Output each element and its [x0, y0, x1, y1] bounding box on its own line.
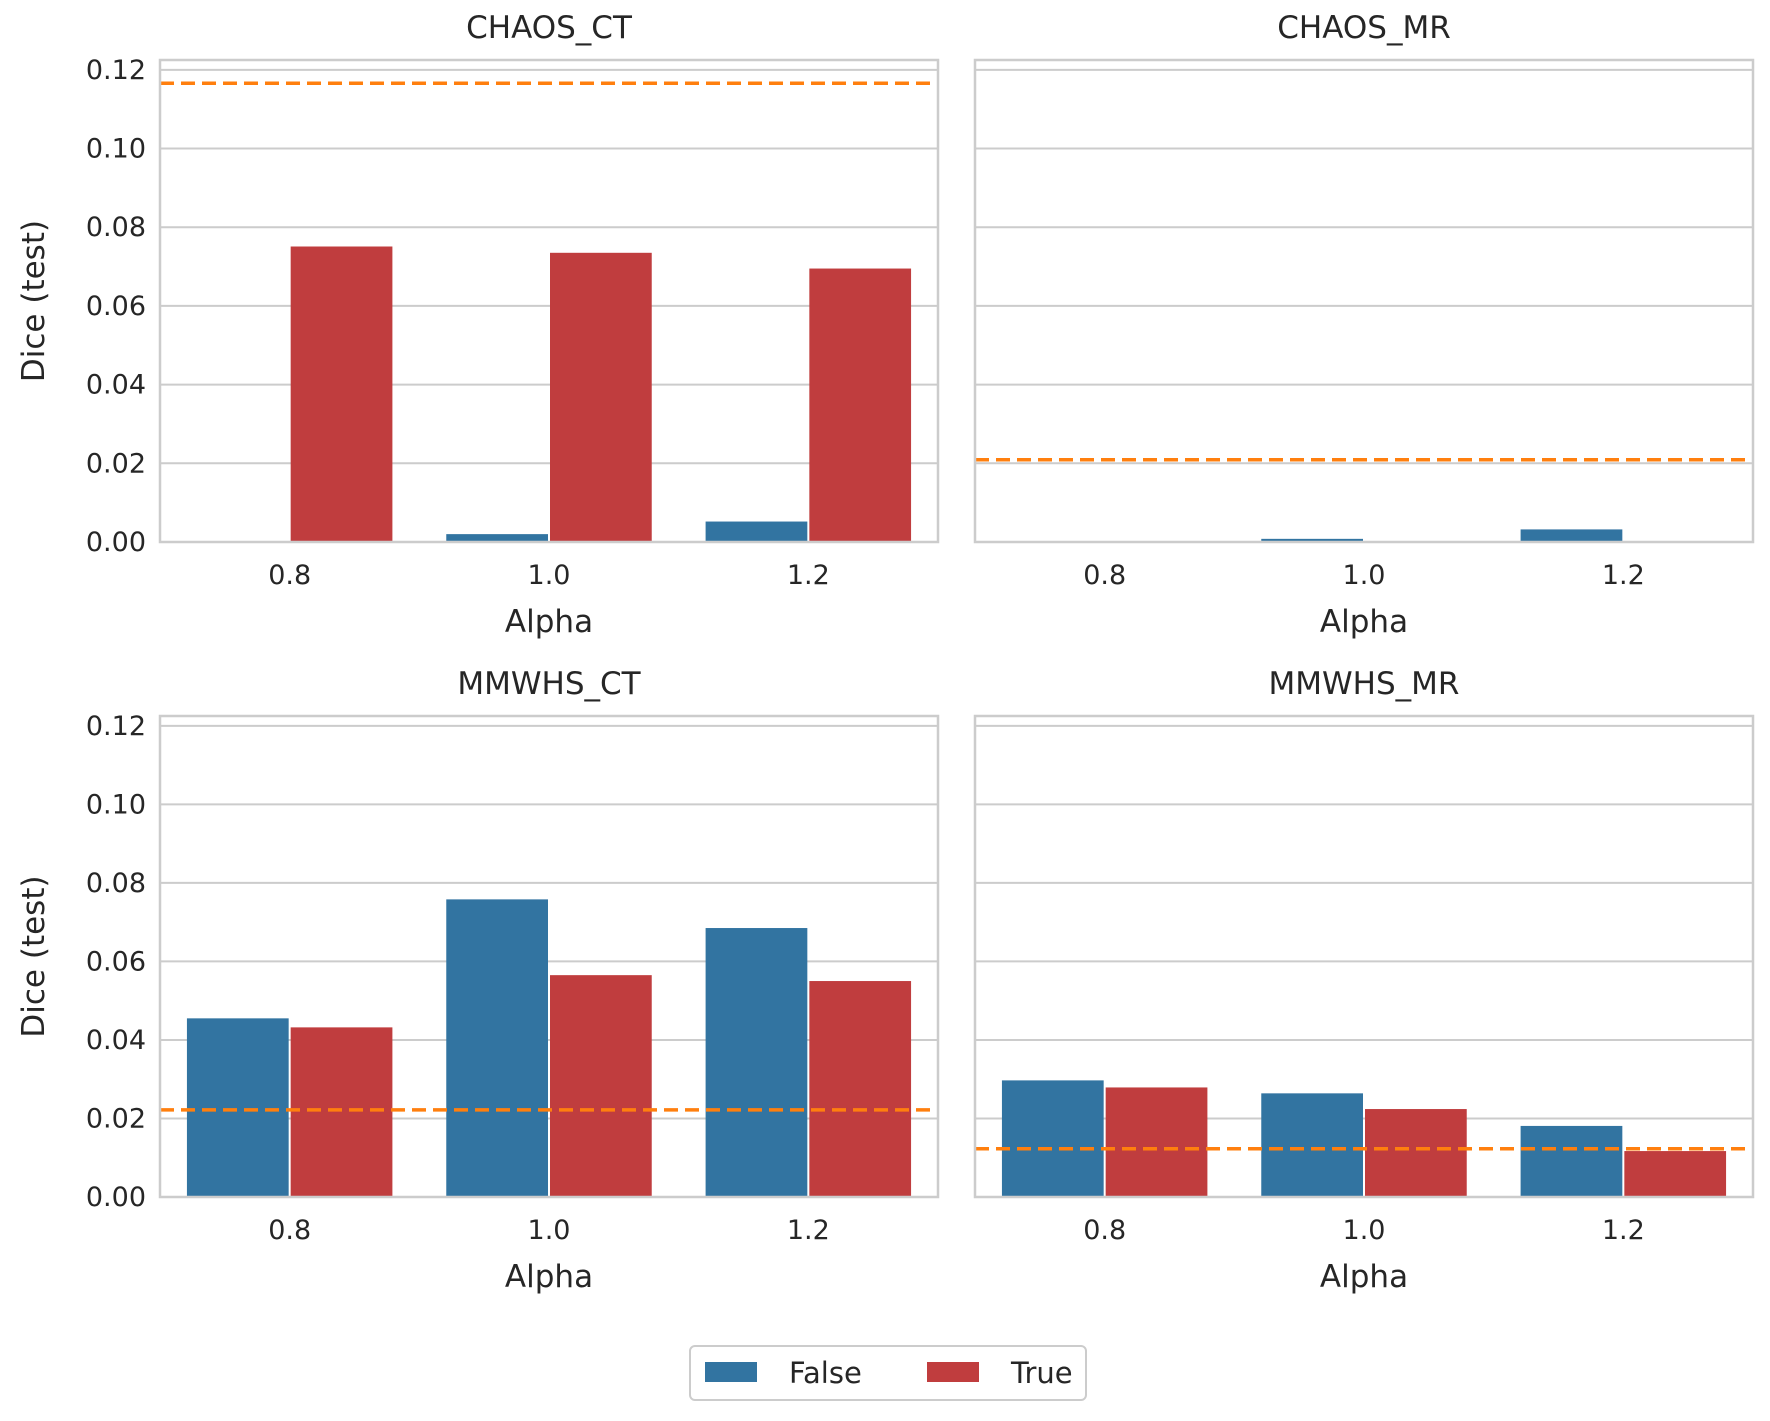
- x-tick-label: 0.8: [268, 560, 311, 591]
- legend-label-false: False: [789, 1356, 862, 1390]
- x-tick-label: 1.0: [528, 560, 571, 591]
- bar-true: [809, 981, 912, 1197]
- y-tick-label: 0.12: [86, 711, 146, 742]
- y-tick-label: 0.08: [86, 868, 146, 899]
- bar-false: [1261, 538, 1363, 542]
- y-tick-label: 0.00: [86, 1182, 146, 1213]
- bar-true: [809, 268, 912, 542]
- bar-true: [550, 975, 652, 1197]
- y-tick-label: 0.06: [86, 291, 146, 322]
- x-tick-label: 0.8: [268, 1215, 311, 1246]
- y-tick-label: 0.02: [86, 1103, 146, 1134]
- axes-frame: [158, 58, 940, 544]
- x-axis-label: Alpha: [1320, 604, 1408, 640]
- bar-false: [446, 534, 548, 542]
- legend: False True: [689, 1345, 1087, 1401]
- y-tick-label: 0.10: [86, 134, 146, 165]
- y-axis-label: Dice (test): [16, 875, 52, 1037]
- x-tick-label: 1.2: [787, 1215, 830, 1246]
- axes-frame: [158, 714, 940, 1199]
- legend-swatch-true: [927, 1362, 979, 1382]
- axes-frame: [973, 58, 1755, 544]
- y-tick-label: 0.10: [86, 789, 146, 820]
- x-tick-label: 1.0: [1343, 1215, 1386, 1246]
- x-tick-label: 1.0: [1343, 560, 1386, 591]
- x-tick-label: 0.8: [1083, 560, 1126, 591]
- subplot-title: CHAOS_CT: [466, 10, 633, 46]
- y-tick-label: 0.06: [86, 946, 146, 977]
- x-axis-label: Alpha: [505, 1259, 593, 1295]
- bar-false: [186, 1018, 289, 1197]
- y-tick-label: 0.04: [86, 1025, 146, 1056]
- y-tick-label: 0.00: [86, 527, 146, 558]
- bar-false: [1520, 529, 1623, 542]
- x-axis-label: Alpha: [1320, 1259, 1408, 1295]
- bar-true: [1105, 1087, 1208, 1197]
- bar-true: [550, 252, 652, 543]
- bar-false: [1261, 1093, 1363, 1197]
- subplot-mmwhs-mr: 0.8 1.0 1.2 Alpha MMWHS_MR: [973, 666, 1755, 1295]
- axes-frame: [973, 714, 1755, 1199]
- bar-true: [290, 246, 393, 542]
- x-tick-label: 1.2: [1602, 560, 1645, 591]
- bar-false: [705, 928, 808, 1197]
- subplot-chaos-ct: 0.00 0.02 0.04 0.06 0.08 0.10 0.12 0.8 1.0 1.2 Alp…: [16, 10, 940, 640]
- bar-false: [1001, 1080, 1104, 1197]
- subplot-title: MMWHS_CT: [457, 666, 641, 702]
- subplot-chaos-mr: 0.8 1.0 1.2 Alpha CHAOS_MR: [973, 10, 1755, 640]
- x-axis-label: Alpha: [505, 604, 593, 640]
- subplot-title: MMWHS_MR: [1269, 666, 1460, 702]
- bar-false: [1520, 1125, 1623, 1197]
- y-tick-label: 0.04: [86, 370, 146, 401]
- x-tick-label: 1.2: [1602, 1215, 1645, 1246]
- x-tick-label: 1.2: [787, 560, 830, 591]
- y-tick-label: 0.12: [86, 55, 146, 86]
- legend-box: [689, 1345, 1087, 1401]
- x-tick-label: 1.0: [528, 1215, 571, 1246]
- subplot-title: CHAOS_MR: [1277, 10, 1450, 46]
- legend-label-true: True: [1010, 1356, 1073, 1390]
- bar-true: [1624, 1151, 1727, 1197]
- y-axis-label: Dice (test): [16, 220, 52, 382]
- legend-swatch-false: [705, 1362, 757, 1382]
- bar-true: [1365, 1109, 1467, 1197]
- y-tick-label: 0.08: [86, 212, 146, 243]
- bar-true: [290, 1027, 393, 1197]
- bar-false: [705, 521, 808, 542]
- x-tick-label: 0.8: [1083, 1215, 1126, 1246]
- y-tick-label: 0.02: [86, 448, 146, 479]
- bar-false: [446, 899, 548, 1197]
- subplot-mmwhs-ct: 0.00 0.02 0.04 0.06 0.08 0.10 0.12 0.8 1.0 1.2 Alp…: [16, 666, 940, 1295]
